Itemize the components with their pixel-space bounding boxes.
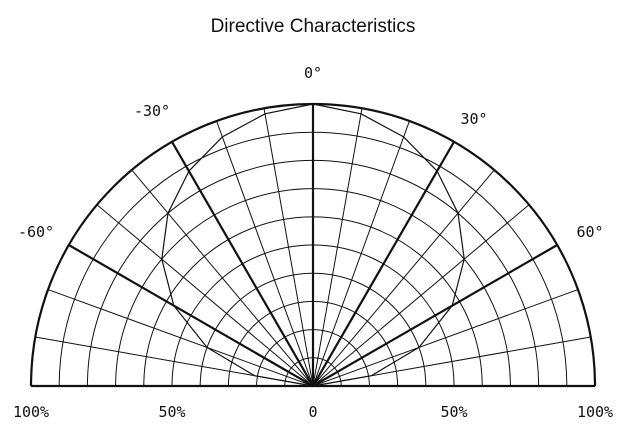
major-angle-gridline: [312, 141, 455, 387]
angle-label: 0°: [304, 64, 322, 82]
angle-gridline: [131, 169, 314, 387]
major-angle-gridline: [171, 141, 314, 387]
chart-title: Directive Characteristics: [211, 16, 416, 37]
radial-label: 50%: [440, 403, 467, 421]
angle-gridline: [96, 204, 314, 387]
angle-gridline: [47, 289, 314, 387]
angle-label: -30°: [134, 102, 170, 120]
polar-grid: [29, 102, 597, 387]
angle-gridline: [312, 120, 410, 387]
angle-gridline: [312, 289, 579, 387]
angle-gridline: [312, 204, 530, 387]
angle-label: -60°: [18, 223, 54, 241]
directivity-curve: [161, 103, 465, 387]
angle-label: 60°: [576, 223, 603, 241]
angle-gridline: [216, 120, 314, 387]
angle-gridline: [312, 108, 363, 387]
radial-label: 100%: [577, 403, 613, 421]
major-angle-gridline: [312, 244, 558, 387]
angle-label: 30°: [460, 110, 487, 128]
axis-labels: -60° -30° 0° 30° 60° 100% 50% 0 50% 100%: [13, 64, 613, 421]
angle-gridline: [312, 169, 495, 387]
major-angle-gridline: [68, 244, 314, 387]
radial-label: 50%: [158, 403, 185, 421]
angle-gridline: [263, 108, 314, 387]
directivity-curve-layer: [161, 103, 465, 387]
radial-label: 0: [308, 403, 317, 421]
radial-label: 100%: [13, 403, 49, 421]
